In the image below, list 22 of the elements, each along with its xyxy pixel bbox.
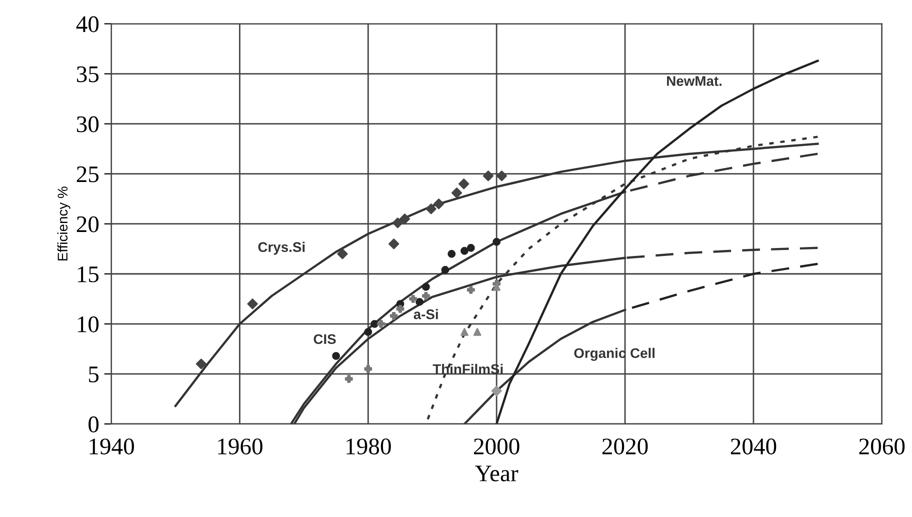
x-tick-label: 1960 — [218, 438, 262, 454]
y-tick-label: 30 — [76, 116, 99, 132]
x-tick-label: 2020 — [602, 438, 648, 454]
annotation: CIS — [314, 334, 336, 344]
annotation: NewMat. — [667, 76, 722, 86]
y-tick-label: 40 — [76, 16, 99, 32]
x-tick-label: 2060 — [859, 438, 905, 454]
y-tick-label: 15 — [78, 266, 99, 282]
y-axis-title: Efficiency % — [57, 186, 70, 260]
x-tick-label: 2000 — [474, 438, 520, 454]
y-tick-label: 25 — [76, 166, 99, 182]
x-tick-label: 1940 — [90, 438, 134, 454]
y-tick-label: 5 — [89, 366, 99, 382]
y-tick-label: 10 — [78, 316, 99, 332]
y-tick-label: 0 — [88, 416, 99, 432]
annotation: a-Si — [414, 309, 438, 320]
y-tick-label: 35 — [76, 66, 99, 82]
x-tick-label: 1980 — [346, 438, 391, 454]
x-axis-title: Year — [475, 466, 518, 482]
x-tick-label: 2040 — [730, 438, 776, 454]
y-tick-label: 20 — [76, 216, 99, 232]
annotation: Crys.Si — [258, 242, 305, 255]
